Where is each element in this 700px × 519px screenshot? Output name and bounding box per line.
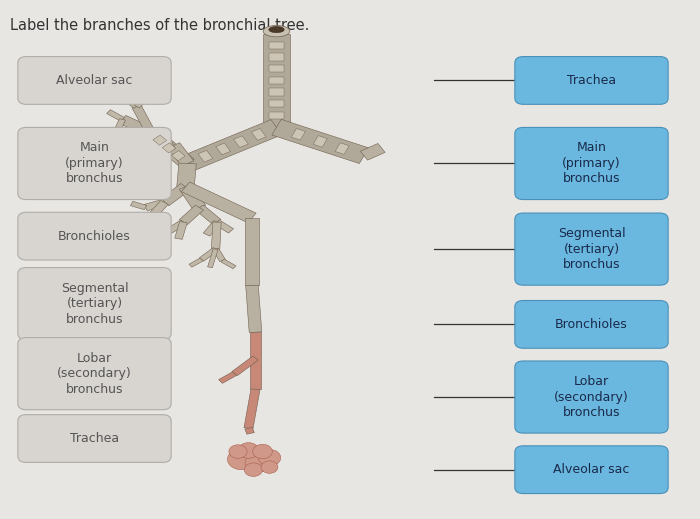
FancyBboxPatch shape [514, 361, 668, 433]
Polygon shape [245, 427, 254, 434]
Polygon shape [120, 94, 139, 108]
Polygon shape [313, 135, 328, 147]
Polygon shape [250, 332, 261, 389]
Polygon shape [153, 142, 175, 154]
Text: Segmental
(tertiary)
bronchus: Segmental (tertiary) bronchus [558, 227, 625, 271]
Polygon shape [270, 88, 284, 95]
Polygon shape [167, 143, 194, 166]
Polygon shape [270, 112, 284, 119]
Polygon shape [119, 115, 154, 136]
Polygon shape [263, 34, 290, 127]
Polygon shape [132, 105, 155, 134]
Polygon shape [149, 200, 168, 217]
Polygon shape [203, 221, 220, 236]
Polygon shape [172, 151, 186, 161]
Circle shape [238, 443, 259, 458]
Polygon shape [195, 205, 221, 225]
Polygon shape [270, 42, 284, 49]
FancyBboxPatch shape [514, 57, 668, 104]
Circle shape [258, 449, 281, 466]
Polygon shape [335, 143, 349, 154]
Polygon shape [179, 185, 206, 210]
Polygon shape [234, 136, 248, 147]
Polygon shape [360, 143, 385, 160]
Circle shape [245, 454, 270, 472]
Polygon shape [291, 129, 305, 140]
Polygon shape [211, 222, 221, 249]
Polygon shape [144, 128, 194, 168]
Polygon shape [232, 356, 258, 376]
Polygon shape [181, 182, 256, 223]
Text: Lobar
(secondary)
bronchus: Lobar (secondary) bronchus [554, 375, 629, 419]
Ellipse shape [269, 26, 284, 33]
Polygon shape [199, 248, 218, 261]
Polygon shape [179, 205, 204, 225]
FancyBboxPatch shape [18, 57, 171, 104]
Polygon shape [213, 248, 225, 262]
Polygon shape [141, 148, 156, 159]
Polygon shape [270, 100, 284, 107]
Text: Bronchioles: Bronchioles [555, 318, 628, 331]
Text: Lobar
(secondary)
bronchus: Lobar (secondary) bronchus [57, 352, 132, 395]
Polygon shape [270, 53, 284, 61]
Polygon shape [246, 285, 262, 332]
Circle shape [229, 445, 247, 458]
Polygon shape [144, 199, 166, 211]
Text: Label the branches of the bronchial tree.: Label the branches of the bronchial tree… [10, 18, 310, 33]
Text: Segmental
(tertiary)
bronchus: Segmental (tertiary) bronchus [61, 282, 128, 325]
Circle shape [228, 449, 256, 470]
Text: Main
(primary)
bronchus: Main (primary) bronchus [65, 142, 124, 185]
Polygon shape [162, 143, 176, 153]
FancyBboxPatch shape [514, 127, 668, 199]
Ellipse shape [263, 25, 290, 37]
Text: Alveolar sac: Alveolar sac [56, 74, 133, 87]
FancyBboxPatch shape [514, 446, 668, 494]
Polygon shape [153, 135, 167, 145]
Circle shape [253, 444, 272, 459]
Polygon shape [139, 143, 155, 153]
Polygon shape [175, 222, 187, 239]
Text: Alveolar sac: Alveolar sac [553, 463, 630, 476]
Polygon shape [221, 259, 236, 269]
Polygon shape [272, 119, 369, 163]
Polygon shape [189, 258, 203, 267]
FancyBboxPatch shape [514, 213, 668, 285]
Polygon shape [208, 249, 218, 268]
Polygon shape [167, 220, 186, 233]
Polygon shape [106, 110, 125, 121]
FancyBboxPatch shape [514, 301, 668, 348]
FancyBboxPatch shape [18, 338, 171, 410]
Text: Bronchioles: Bronchioles [58, 229, 131, 243]
FancyBboxPatch shape [18, 212, 171, 260]
Polygon shape [245, 218, 259, 285]
Polygon shape [177, 163, 196, 187]
Polygon shape [218, 372, 237, 384]
Polygon shape [115, 119, 125, 130]
Text: Main
(primary)
bronchus: Main (primary) bronchus [562, 142, 621, 185]
Polygon shape [160, 184, 190, 206]
Polygon shape [182, 120, 282, 171]
Polygon shape [251, 129, 266, 140]
Polygon shape [214, 220, 234, 233]
Polygon shape [198, 151, 213, 162]
Text: Trachea: Trachea [567, 74, 616, 87]
Circle shape [244, 463, 262, 476]
Polygon shape [134, 92, 153, 108]
FancyBboxPatch shape [18, 127, 171, 199]
Text: Trachea: Trachea [70, 432, 119, 445]
Polygon shape [216, 143, 230, 155]
Polygon shape [244, 389, 260, 429]
Polygon shape [270, 65, 284, 72]
Circle shape [261, 461, 278, 473]
Polygon shape [270, 77, 284, 84]
FancyBboxPatch shape [18, 268, 171, 340]
FancyBboxPatch shape [18, 415, 171, 462]
Polygon shape [130, 201, 147, 210]
